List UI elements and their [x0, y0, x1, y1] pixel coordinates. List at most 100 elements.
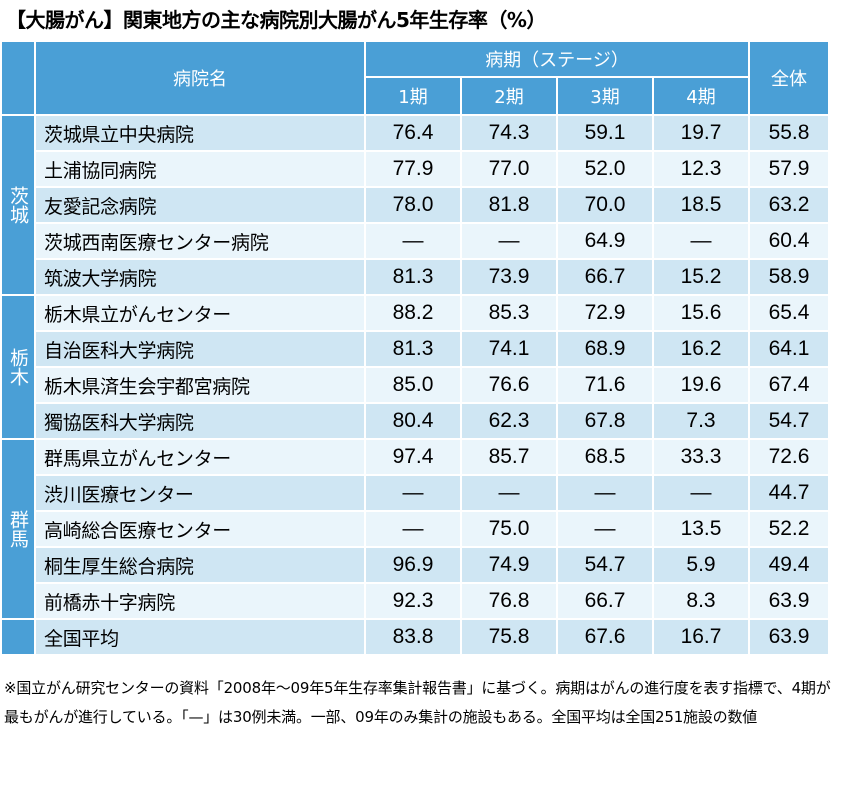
hospital-name: 高崎総合医療センター: [34, 510, 366, 548]
total-value: 60.4: [748, 222, 831, 260]
survival-rate-table: 病院名 病期（ステージ） 全体 1期 2期 3期 4期 茨城 茨城県立中央病院 …: [0, 40, 831, 656]
stage-1-value: 81.3: [364, 330, 462, 368]
stage-2-value: 74.1: [460, 330, 558, 368]
hospital-name: 全国平均: [34, 618, 366, 656]
stage-3-header: 3期: [556, 76, 654, 116]
stage-2-value: 81.8: [460, 186, 558, 224]
hospital-name: 桐生厚生総合病院: [34, 546, 366, 584]
stage-4-value: 16.7: [651, 618, 751, 656]
total-value: 63.9: [748, 582, 831, 620]
table-row: 前橋赤十字病院 92.3 76.8 66.7 8.3 63.9: [1, 582, 831, 620]
stage-4-value: 15.2: [651, 258, 751, 296]
stage-4-value: 18.5: [651, 186, 751, 224]
hospital-name: 獨協医科大学病院: [34, 402, 366, 440]
table-row: 栃木 栃木県立がんセンター 88.2 85.3 72.9 15.6 65.4: [0, 294, 831, 440]
stage-4-value: 19.7: [651, 114, 751, 152]
total-value: 57.9: [748, 150, 831, 188]
stage-1-value: —: [364, 474, 462, 512]
hospital-name: 渋川医療センター: [34, 474, 366, 512]
total-value: 44.7: [748, 474, 831, 512]
stage-4-value: 19.6: [651, 366, 751, 404]
hospital-name: 筑波大学病院: [34, 258, 366, 296]
stage-2-value: 75.8: [460, 618, 558, 656]
stage-3-value: —: [556, 474, 654, 512]
hospital-name: 土浦協同病院: [34, 150, 366, 188]
stage-group-header: 病期（ステージ）: [363, 40, 751, 78]
stage-2-value: 77.0: [460, 150, 558, 188]
national-average-row: 全国平均 83.8 75.8 67.6 16.7 63.9: [0, 618, 831, 656]
stage-1-value: 88.2: [364, 294, 462, 332]
stage-4-value: —: [651, 474, 751, 512]
stage-1-value: —: [364, 510, 462, 548]
stage-4-value: 12.3: [651, 150, 751, 188]
stage-2-header: 2期: [460, 76, 558, 116]
total-value: 58.9: [748, 258, 831, 296]
total-value: 52.2: [748, 510, 831, 548]
total-value: 72.6: [748, 438, 831, 476]
stage-1-value: 77.9: [364, 150, 462, 188]
stage-3-value: 59.1: [556, 114, 654, 152]
stage-4-value: 7.3: [651, 402, 751, 440]
stage-3-value: 67.8: [556, 402, 654, 440]
stage-4-value: 15.6: [651, 294, 751, 332]
page-title: 【大腸がん】関東地方の主な病院別大腸がん5年生存率（%）: [6, 8, 546, 32]
stage-1-header: 1期: [364, 76, 462, 116]
stage-2-value: 85.3: [460, 294, 558, 332]
total-value: 65.4: [748, 294, 831, 332]
table-row: 桐生厚生総合病院 96.9 74.9 54.7 5.9 49.4: [1, 546, 831, 584]
stage-4-value: 33.3: [651, 438, 751, 476]
stage-3-value: 68.9: [556, 330, 654, 368]
hospital-name: 友愛記念病院: [34, 186, 366, 224]
table-row: 栃木県済生会宇都宮病院 85.0 76.6 71.6 19.6 67.4: [1, 366, 831, 404]
table-row: 群馬 群馬県立がんセンター 97.4 85.7 68.5 33.3 72.6: [0, 438, 831, 620]
stage-2-value: 73.9: [460, 258, 558, 296]
stage-1-value: 83.8: [364, 618, 462, 656]
stage-4-value: 8.3: [651, 582, 751, 620]
stage-2-value: 62.3: [460, 402, 558, 440]
hospital-name: 栃木県済生会宇都宮病院: [34, 366, 366, 404]
footnote: ※国立がん研究センターの資料「2008年～09年5年生存率集計報告書」に基づく。…: [4, 679, 831, 726]
total-value: 55.8: [748, 114, 831, 152]
table-row: 土浦協同病院 77.9 77.0 52.0 12.3 57.9: [1, 150, 831, 188]
stage-2-value: 76.8: [460, 582, 558, 620]
prefecture-label-gunma: 群馬: [0, 438, 36, 620]
stage-4-value: 13.5: [651, 510, 751, 548]
total-value: 54.7: [748, 402, 831, 440]
prefecture-label-ibaraki: 茨城: [0, 114, 36, 296]
stage-3-value: 71.6: [556, 366, 654, 404]
corner-cell: [0, 40, 36, 116]
stage-3-value: 68.5: [556, 438, 654, 476]
stage-3-value: 66.7: [556, 582, 654, 620]
stage-1-value: 81.3: [364, 258, 462, 296]
stage-3-value: 72.9: [556, 294, 654, 332]
stage-3-value: 52.0: [556, 150, 654, 188]
stage-1-value: 78.0: [364, 186, 462, 224]
stage-1-value: 96.9: [364, 546, 462, 584]
total-value: 67.4: [748, 366, 831, 404]
stage-3-value: 64.9: [556, 222, 654, 260]
stage-1-value: 85.0: [364, 366, 462, 404]
stage-3-value: 67.6: [556, 618, 654, 656]
total-header: 全体: [748, 40, 831, 116]
total-value: 64.1: [748, 330, 831, 368]
table-row: 茨城西南医療センター病院 — — 64.9 — 60.4: [1, 222, 831, 260]
stage-1-value: 92.3: [364, 582, 462, 620]
stage-2-value: 76.6: [460, 366, 558, 404]
table-row: 渋川医療センター — — — — 44.7: [1, 474, 831, 512]
hospital-name: 前橋赤十字病院: [34, 582, 366, 620]
stage-1-value: 80.4: [364, 402, 462, 440]
stage-4-header: 4期: [651, 76, 751, 116]
stage-2-value: —: [460, 222, 558, 260]
hospital-name: 茨城県立中央病院: [34, 114, 366, 152]
table-row: 高崎総合医療センター — 75.0 — 13.5 52.2: [1, 510, 831, 548]
hospital-name: 自治医科大学病院: [34, 330, 366, 368]
table-row: 茨城 茨城県立中央病院 76.4 74.3 59.1 19.7 55.8: [0, 114, 831, 296]
stage-3-value: —: [556, 510, 654, 548]
stage-2-value: 75.0: [460, 510, 558, 548]
total-value: 63.2: [748, 186, 831, 224]
stage-2-value: 74.9: [460, 546, 558, 584]
hospital-name: 栃木県立がんセンター: [34, 294, 366, 332]
national-average-marker: [0, 618, 36, 656]
table-row: 筑波大学病院 81.3 73.9 66.7 15.2 58.9: [1, 258, 831, 296]
stage-3-value: 70.0: [556, 186, 654, 224]
